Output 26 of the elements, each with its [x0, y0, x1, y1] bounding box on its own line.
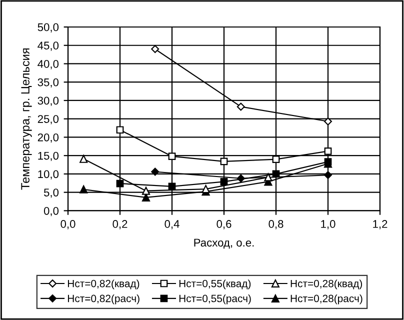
y-tick-label: 35,0: [38, 78, 59, 88]
legend-label: Нст=0,55(расч): [179, 294, 251, 304]
y-tick-label: 15,0: [38, 152, 59, 162]
x-tick-label: 0,4: [164, 220, 180, 230]
y-tick-label: 30,0: [38, 96, 59, 106]
x-axis-title: Расход, о.е.: [194, 238, 254, 249]
y-tick-label: 25,0: [38, 115, 59, 124]
x-tick-label: 1,2: [373, 220, 388, 230]
y-tick-label: 0,0: [44, 206, 59, 216]
x-tick-label: 0,6: [216, 220, 232, 230]
x-tick-label: 0,0: [60, 220, 76, 230]
y-tick-label: 50,0: [38, 23, 59, 32]
y-tick-label: 20,0: [38, 133, 59, 143]
x-tick-label: 1,0: [321, 220, 336, 230]
legend-label: Нст=0,82(расч): [68, 294, 140, 304]
legend-label: Нст=0,28(квад): [290, 280, 362, 290]
x-tick-label: 0,2: [112, 220, 128, 230]
x-tick-label: 0,8: [268, 220, 284, 230]
legend-label: Нст=0,82(квад): [68, 280, 140, 290]
y-tick-label: 5,0: [44, 188, 59, 198]
legend-label: Нст=0,55(квад): [179, 280, 251, 290]
legend-label: Нст=0,28(расч): [290, 294, 362, 304]
y-tick-label: 10,0: [38, 170, 59, 180]
y-axis-title: Температура, гр. Цельсия: [21, 48, 32, 190]
y-tick-label: 40,0: [38, 60, 59, 70]
y-tick-label: 45,0: [38, 42, 59, 51]
